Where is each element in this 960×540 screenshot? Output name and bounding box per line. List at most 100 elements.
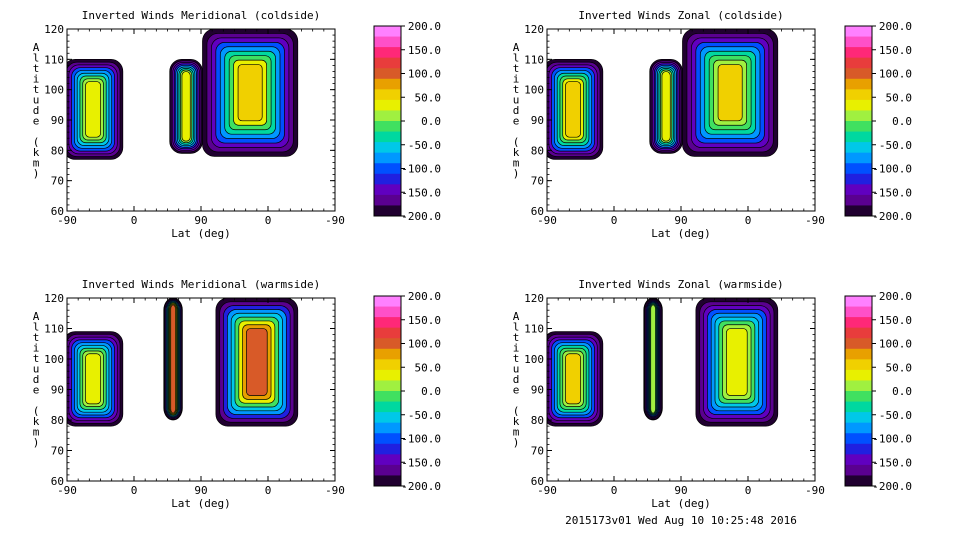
colorbar-swatch (374, 338, 401, 350)
colorbar-label: -50.0 (408, 139, 441, 152)
colorbar-swatch (845, 36, 872, 48)
y-tick-label: 110 (44, 53, 64, 66)
y-tick-label: 70 (51, 175, 64, 188)
y-tick-label: 120 (524, 23, 544, 36)
x-tick-label: 0 (611, 214, 618, 227)
colorbar-swatch (374, 26, 401, 37)
colorbar-swatch (374, 422, 401, 434)
colorbar-swatch (845, 184, 872, 196)
colorbar-swatch (374, 443, 401, 455)
contour-band (661, 71, 671, 142)
colorbar-swatch (374, 454, 401, 466)
colorbar-label: 150.0 (879, 314, 912, 327)
colorbar-swatch (374, 296, 401, 307)
x-tick-label: 0 (745, 214, 752, 227)
chart-title: Inverted Winds Meridional (warmside) (82, 278, 320, 291)
y-tick-label: 60 (51, 475, 64, 488)
colorbar-swatch (845, 89, 872, 101)
y-tick-label: 100 (44, 84, 64, 97)
colorbar-swatch (374, 306, 401, 318)
chart-title: Inverted Winds Zonal (warmside) (578, 278, 783, 291)
colorbar-swatch (374, 47, 401, 59)
y-tick-label: 60 (531, 475, 544, 488)
chart-title: Inverted Winds Zonal (coldside) (578, 9, 783, 22)
colorbar: 200.0 150.0 100.0 50.0 0.0 -50.0 -100.0 -150.0 -… (373, 20, 441, 223)
colorbar-swatch (845, 359, 872, 371)
y-tick-label: 90 (531, 114, 544, 127)
colorbar-label: -50.0 (879, 139, 912, 152)
colorbar-swatch (845, 131, 872, 143)
contour-band (237, 64, 263, 122)
y-tick-label: 80 (531, 414, 544, 427)
contour-fill-group (547, 29, 779, 160)
contour-band (726, 328, 748, 396)
colorbar-label: 100.0 (408, 338, 441, 351)
y-tick-label: 90 (51, 384, 64, 397)
x-tick-label: -90 (325, 484, 345, 497)
colorbar-swatch (845, 194, 872, 206)
y-tick-label: 120 (44, 23, 64, 36)
colorbar-label: 50.0 (886, 361, 913, 374)
colorbar-label: 100.0 (408, 68, 441, 81)
colorbar-swatch (374, 163, 401, 175)
colorbar-swatch (845, 412, 872, 424)
colorbar-swatch (845, 475, 872, 487)
chart-panel-2: Inverted Winds Zonal (coldside) -90 0 90 0 -9… (513, 9, 912, 240)
y-tick-label: 70 (531, 445, 544, 458)
colorbar-swatch (374, 391, 401, 402)
colorbar-swatch (845, 163, 872, 175)
x-tick-label: 90 (674, 484, 687, 497)
colorbar-label: 150.0 (408, 44, 441, 57)
y-tick-label: 70 (531, 175, 544, 188)
x-tick-label: -90 (805, 214, 825, 227)
colorbar-label: -50.0 (408, 409, 441, 422)
x-axis-label: Lat (deg) (171, 497, 231, 510)
colorbar-swatch (845, 433, 872, 445)
colorbar-swatch (845, 205, 872, 217)
colorbar-swatch (845, 454, 872, 466)
colorbar-swatch (845, 26, 872, 37)
colorbar-label: -100.0 (401, 433, 441, 446)
colorbar-swatch (374, 359, 401, 371)
colorbar-swatch (374, 475, 401, 487)
x-tick-label: -90 (537, 214, 557, 227)
colorbar-swatch (845, 78, 872, 90)
colorbar: 200.0 150.0 100.0 50.0 0.0 -50.0 -100.0 -150.0 -… (373, 290, 442, 493)
colorbar-swatch (374, 78, 401, 90)
colorbar-swatch (845, 422, 872, 434)
colorbar-label: -200.0 (401, 480, 441, 493)
colorbar-label: 50.0 (415, 361, 442, 374)
colorbar-label: 100.0 (879, 338, 912, 351)
y-tick-label: 90 (531, 384, 544, 397)
x-tick-label: -90 (57, 214, 77, 227)
chart-panel-3: Inverted Winds Meridional (warmside) -90 0… (33, 278, 441, 510)
colorbar-label: 0.0 (421, 385, 441, 398)
colorbar-swatch (845, 369, 872, 381)
colorbar-swatch (374, 412, 401, 424)
colorbar-label: 150.0 (408, 314, 441, 327)
colorbar-label: 100.0 (879, 68, 912, 81)
y-tick-label: 100 (524, 84, 544, 97)
colorbar-swatch (845, 348, 872, 360)
contour-band (85, 353, 101, 405)
colorbar-label: -150.0 (872, 186, 912, 199)
colorbar-swatch (374, 36, 401, 48)
contour-band (170, 304, 176, 414)
colorbar-swatch (374, 142, 401, 154)
colorbar-label: 0.0 (421, 115, 441, 128)
x-tick-label: 90 (674, 214, 687, 227)
colorbar-label: -100.0 (872, 433, 912, 446)
colorbar-swatch (845, 57, 872, 69)
colorbar-swatch (374, 68, 401, 80)
colorbar-swatch (845, 68, 872, 80)
colorbar: 200.0 150.0 100.0 50.0 0.0 -50.0 -100.0 -150.0 -… (844, 20, 912, 223)
colorbar-label: -150.0 (872, 456, 912, 469)
colorbar-swatch (374, 317, 401, 329)
colorbar-label: -100.0 (872, 163, 912, 176)
contour-band (717, 64, 743, 122)
